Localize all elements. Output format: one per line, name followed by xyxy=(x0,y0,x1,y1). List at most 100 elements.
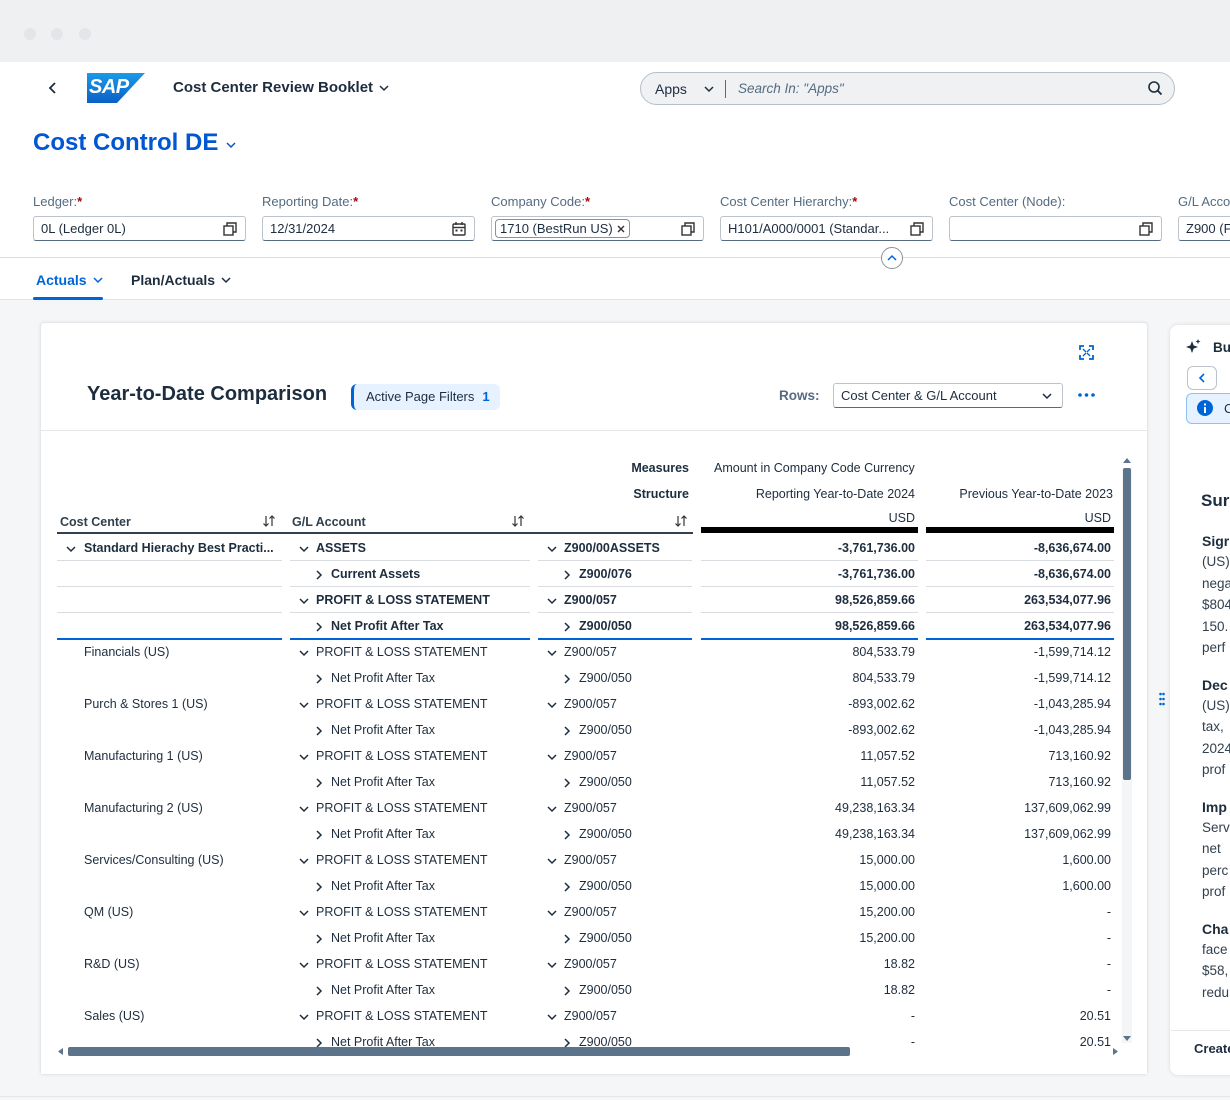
code-expander[interactable] xyxy=(547,648,557,658)
filter-value-help[interactable] xyxy=(681,222,695,236)
h-scroll-right-part[interactable] xyxy=(1113,1048,1118,1055)
gl-expander-part[interactable] xyxy=(317,831,321,839)
row-expander-part[interactable] xyxy=(67,547,75,551)
code-expander-part[interactable] xyxy=(565,935,569,943)
filter-value[interactable]: H101/A000/0001 (Standar... xyxy=(728,221,889,236)
fullscreen-button[interactable] xyxy=(1079,345,1094,360)
search-scope[interactable]: Apps xyxy=(655,81,687,97)
gl-expander-part[interactable] xyxy=(300,651,308,655)
filter-value-help-part[interactable] xyxy=(682,226,691,235)
filter-value-help[interactable] xyxy=(223,222,237,236)
code-expander[interactable] xyxy=(562,934,572,944)
header-cost-center[interactable]: Cost Center xyxy=(60,515,131,529)
search-box[interactable]: Apps Search In: "Apps" xyxy=(640,72,1175,105)
row-expander[interactable] xyxy=(66,544,76,554)
sort-button[interactable] xyxy=(263,515,275,527)
collapse-header-button[interactable] xyxy=(881,247,903,269)
gl-expander[interactable] xyxy=(299,908,309,918)
code-expander[interactable] xyxy=(562,986,572,996)
gl-expander[interactable] xyxy=(314,674,324,684)
v-scroll-down-part[interactable] xyxy=(1123,1036,1131,1041)
gl-expander-part[interactable] xyxy=(300,911,308,915)
app-title-wrap[interactable]: Cost Center Review Booklet xyxy=(173,79,389,96)
sort-button[interactable] xyxy=(675,515,687,527)
h-scroll-left[interactable] xyxy=(58,1048,63,1055)
v-scroll-up[interactable] xyxy=(1123,458,1131,463)
search-placeholder[interactable]: Search In: "Apps" xyxy=(738,81,844,96)
gl-expander[interactable] xyxy=(314,882,324,892)
filter-input[interactable]: 1710 (BestRun US) xyxy=(491,216,704,241)
gl-expander-part[interactable] xyxy=(317,623,321,631)
side-panel-footer[interactable]: Create xyxy=(1194,1041,1230,1056)
gl-expander-part[interactable] xyxy=(300,755,308,759)
filter-token[interactable]: 1710 (BestRun US) xyxy=(495,219,630,238)
gl-expander-part[interactable] xyxy=(300,547,308,551)
gl-expander[interactable] xyxy=(299,804,309,814)
filter-value-help-part[interactable] xyxy=(1140,226,1149,235)
gl-expander-part[interactable] xyxy=(300,1015,308,1019)
tab-label[interactable]: Plan/Actuals xyxy=(131,272,215,288)
code-expander[interactable] xyxy=(547,596,557,606)
code-expander[interactable] xyxy=(547,856,557,866)
code-expander[interactable] xyxy=(562,570,572,580)
splitter-grip-part[interactable] xyxy=(1162,703,1165,706)
h-scroll-right[interactable] xyxy=(1113,1048,1118,1055)
code-expander-part[interactable] xyxy=(548,703,556,707)
gl-expander[interactable] xyxy=(299,700,309,710)
gl-expander-part[interactable] xyxy=(317,779,321,787)
code-expander[interactable] xyxy=(547,804,557,814)
gl-expander[interactable] xyxy=(314,986,324,996)
filter-input[interactable] xyxy=(949,216,1162,241)
more-button-part[interactable] xyxy=(1085,393,1089,397)
gl-expander[interactable] xyxy=(299,648,309,658)
gl-expander-part[interactable] xyxy=(317,935,321,943)
splitter-grip-part[interactable] xyxy=(1162,698,1165,701)
code-expander[interactable] xyxy=(562,882,572,892)
gl-expander-part[interactable] xyxy=(300,963,308,967)
tab-label[interactable]: Actuals xyxy=(36,272,87,288)
code-expander[interactable] xyxy=(562,830,572,840)
gl-expander[interactable] xyxy=(299,544,309,554)
gl-expander[interactable] xyxy=(299,856,309,866)
splitter-grip[interactable] xyxy=(1159,692,1165,706)
gl-expander[interactable] xyxy=(314,622,324,632)
tab[interactable]: Plan/Actuals xyxy=(131,272,231,288)
filter-value-help-part[interactable] xyxy=(461,230,463,232)
gl-expander[interactable] xyxy=(299,1012,309,1022)
side-back-button[interactable] xyxy=(1187,366,1217,390)
code-expander[interactable] xyxy=(547,1012,557,1022)
token-remove-part[interactable] xyxy=(618,226,624,232)
more-button-part[interactable] xyxy=(1091,393,1095,397)
h-scroll-left-part[interactable] xyxy=(58,1048,63,1055)
filter-value-help-part[interactable] xyxy=(227,223,236,232)
h-scroll-thumb[interactable] xyxy=(68,1047,850,1056)
back-button[interactable] xyxy=(48,82,58,94)
gl-expander[interactable] xyxy=(314,570,324,580)
gl-expander-part[interactable] xyxy=(300,703,308,707)
code-expander-part[interactable] xyxy=(565,831,569,839)
code-expander[interactable] xyxy=(562,622,572,632)
code-expander-part[interactable] xyxy=(565,1039,569,1047)
filter-value-help-part[interactable] xyxy=(914,223,923,232)
gl-expander[interactable] xyxy=(314,830,324,840)
code-expander-part[interactable] xyxy=(548,963,556,967)
more-button-part[interactable] xyxy=(1078,393,1082,397)
gl-expander-part[interactable] xyxy=(317,1039,321,1047)
code-expander-part[interactable] xyxy=(548,651,556,655)
gl-expander-part[interactable] xyxy=(317,987,321,995)
filter-value-help-part[interactable] xyxy=(456,230,458,232)
page-title-wrap[interactable]: Cost Control DE xyxy=(33,129,236,157)
code-expander[interactable] xyxy=(562,778,572,788)
filter-value-help[interactable] xyxy=(452,222,466,236)
filter-input[interactable]: 0L (Ledger 0L) xyxy=(33,216,246,241)
code-expander[interactable] xyxy=(547,700,557,710)
code-expander[interactable] xyxy=(547,960,557,970)
code-expander[interactable] xyxy=(562,674,572,684)
filter-value-help[interactable] xyxy=(1139,222,1153,236)
code-expander-part[interactable] xyxy=(548,911,556,915)
code-expander-part[interactable] xyxy=(565,571,569,579)
filter-value-help-part[interactable] xyxy=(685,223,694,232)
code-expander-part[interactable] xyxy=(548,755,556,759)
filter-input[interactable]: H101/A000/0001 (Standar... xyxy=(720,216,933,241)
filter-input[interactable]: Z900 (F xyxy=(1178,216,1230,241)
